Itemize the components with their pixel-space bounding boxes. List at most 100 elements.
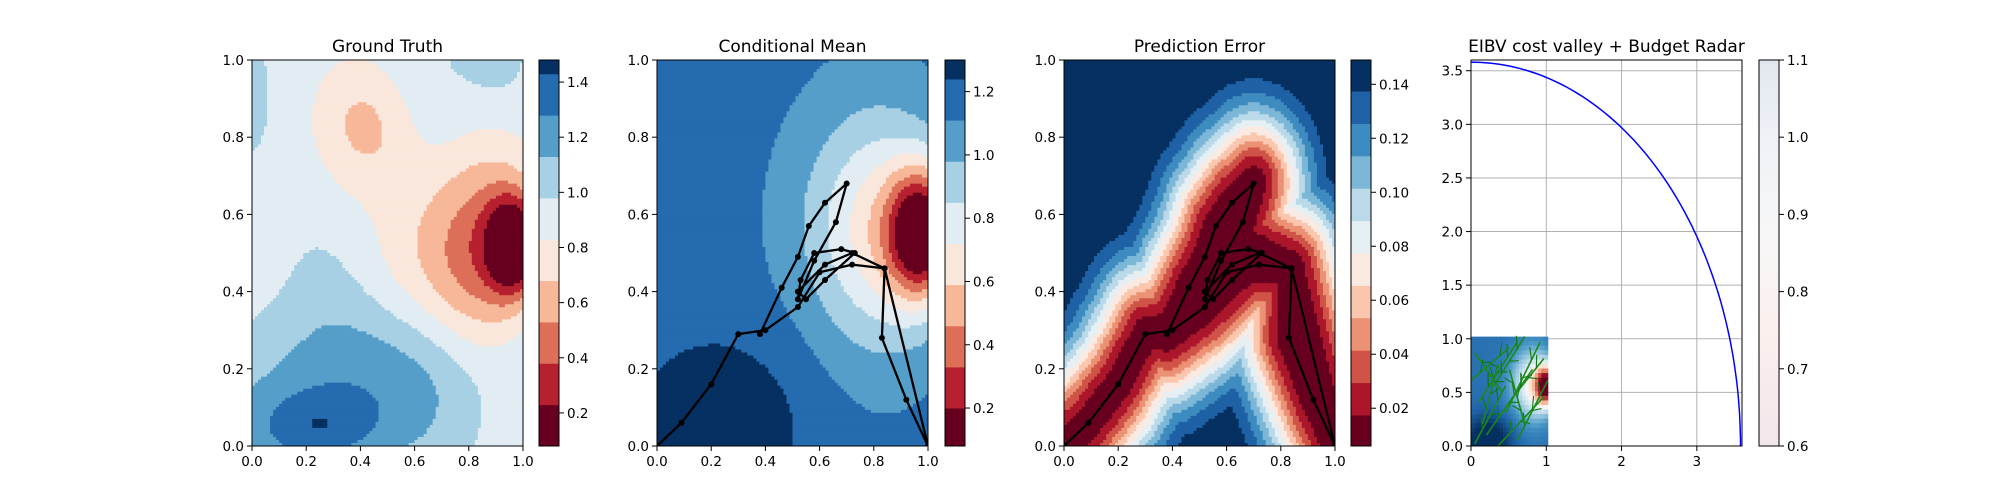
heatmap-cell [1100,358,1107,363]
inset-cell [1509,423,1514,429]
heatmap-cell [1220,310,1237,314]
heatmap-cell [1196,367,1207,372]
heatmap-cell [1133,243,1143,248]
heatmap-cell [912,346,928,351]
heatmap-cell [1202,120,1219,124]
heatmap-cell [1208,183,1219,188]
heatmap-cell [657,304,785,308]
waypoint-marker [708,381,715,388]
heatmap-cell [1142,198,1155,203]
heatmap-cell [1277,168,1285,173]
heatmap-cell [1244,78,1264,82]
heatmap-cell [1205,325,1219,329]
heatmap-cell [813,168,842,173]
heatmap-cell [1280,373,1291,378]
heatmap-cell [789,313,830,317]
heatmap-cell [849,159,887,164]
inset-cell [1528,418,1533,424]
inset-cell [1493,391,1498,397]
heatmap-cell [1157,379,1180,384]
budget-arc-line [1471,61,1742,446]
inset-cell [1493,414,1498,420]
inset-cell [1525,427,1530,433]
heatmap-cell [1151,286,1158,290]
heatmap-cell [252,421,271,426]
heatmap-cell [1082,280,1095,284]
inset-cell [1483,386,1488,392]
inset-cell [1499,432,1504,438]
heatmap-cell [657,84,806,88]
heatmap-cell [1295,144,1306,149]
y-tick-label: 1.0 [1442,332,1463,348]
heatmap-cell [846,334,928,339]
heatmap-cell [252,117,268,121]
heatmap-cell [1277,210,1285,215]
heatmap-cell [408,292,440,296]
heatmap-cell [1181,222,1189,227]
heatmap-cell [1073,355,1080,360]
heatmap-cell [1064,201,1143,206]
inset-cell [1471,359,1475,365]
inset-cell [1474,363,1478,370]
heatmap-cell [471,379,523,384]
inset-cell [1499,345,1504,351]
colorbar-frame [1350,59,1372,447]
inset-cell [1518,363,1523,370]
inset-cell [1509,359,1514,365]
inset-cell [1531,418,1536,424]
waypoint-marker [811,257,818,264]
inset-cell [1483,423,1488,429]
heatmap-cell [1178,246,1186,251]
heatmap-cell [252,319,404,323]
heatmap-cell [399,283,434,287]
heatmap-cell [1073,343,1083,348]
heatmap-cell [1277,409,1285,414]
heatmap-cell [252,271,292,275]
heatmap-cell [1151,436,1161,441]
heatmap-cell [363,286,404,290]
heatmap-cell [822,301,854,305]
heatmap-cell [252,240,380,245]
heatmap-cell [1202,337,1219,342]
heatmap-cell [516,334,523,339]
heatmap-cell [1205,159,1213,164]
heatmap-cell [438,400,482,405]
inset-cell [1502,441,1507,446]
heatmap-cell [1214,361,1228,366]
heatmap-cell [1322,153,1335,158]
heatmap-cell [1241,313,1252,317]
heatmap-cell [324,162,479,167]
heatmap-cell [1064,156,1161,161]
heatmap-cell [1277,319,1318,323]
heatmap-cell [450,355,523,360]
heatmap-cell [819,298,854,302]
heatmap-cell [1253,379,1261,384]
inset-cell [1538,409,1542,415]
heatmap-cell [1103,304,1110,308]
heatmap-cell [657,96,797,100]
heatmap-cell [1064,436,1095,441]
inset-cell [1487,373,1491,379]
heatmap-cell [828,313,869,317]
inset-cell [1496,373,1501,379]
heatmap-cell [1076,370,1083,375]
heatmap-cell [1109,283,1119,287]
heatmap-cell [1187,204,1195,209]
heatmap-cell [912,192,923,197]
inset-cell [1487,432,1491,438]
heatmap-cell [657,376,776,381]
inset-twig [1516,384,1522,397]
heatmap-cell [1109,295,1116,299]
heatmap-cell [903,286,928,290]
inset-cell [1474,382,1478,388]
heatmap-cell [252,69,268,73]
heatmap-cell [1316,231,1324,236]
heatmap-cell [483,246,523,251]
waypoint-marker [925,443,928,446]
heatmap-cell [1148,370,1158,375]
heatmap-cell [1307,207,1321,212]
heatmap-cell [1181,207,1189,212]
heatmap-cell [1118,301,1125,305]
heatmap-cell [477,216,491,221]
heatmap-cell [1250,132,1258,136]
